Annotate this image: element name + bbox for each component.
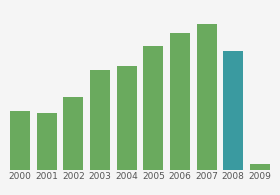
Bar [170, 33, 190, 170]
Bar [223, 51, 243, 170]
Bar [197, 24, 216, 170]
Bar [90, 70, 110, 170]
Bar [250, 164, 270, 170]
Bar [117, 66, 137, 170]
Bar [64, 97, 83, 170]
Bar [143, 46, 163, 170]
Bar [10, 111, 30, 170]
Bar [37, 113, 57, 170]
